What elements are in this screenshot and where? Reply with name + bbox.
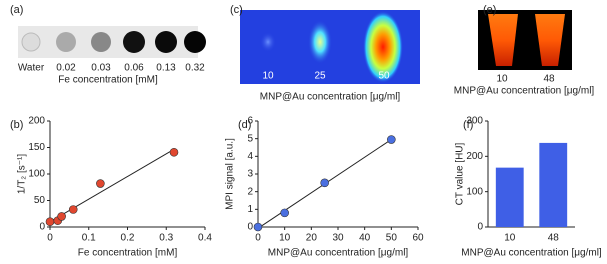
panel-letter: (c) — [230, 4, 243, 16]
x-axis-label: Fe concentration [mM] — [58, 75, 158, 86]
point — [68, 205, 78, 214]
y-tick-label: 50 — [34, 195, 46, 206]
x-tick-label: 0 — [255, 233, 261, 244]
ct-image — [478, 10, 572, 70]
y-tick-label: 0 — [39, 222, 45, 233]
point — [387, 135, 396, 144]
y-tick-label: 0 — [247, 222, 253, 233]
y-tick-label: 100 — [466, 186, 483, 197]
x-axis-label: MNP@Au concentration [μg/ml] — [260, 92, 401, 103]
image-label: 10 — [262, 71, 274, 82]
x-tick-label: 48 — [548, 233, 560, 244]
y-tick-label: 200 — [466, 151, 483, 162]
y-axis-label: 1/T₂ [s⁻¹] — [17, 154, 28, 194]
x-tick-label: 20 — [306, 233, 318, 244]
x-tick-label: 30 — [332, 233, 344, 244]
point — [57, 212, 66, 221]
y-tick-label: 3 — [247, 169, 253, 180]
point — [169, 147, 179, 157]
x-tick-label: 0 — [47, 233, 53, 244]
x-tick-label: 0.4 — [198, 233, 212, 244]
y-axis-label: CT value [HU] — [455, 142, 466, 205]
y-tick-label: 6 — [247, 116, 253, 127]
image-label: 0.13 — [156, 63, 176, 74]
panel-letter: (e) — [483, 4, 496, 16]
panel-letter: (f) — [463, 119, 473, 131]
x-tick-label: 0.1 — [82, 233, 96, 244]
y-tick-label: 200 — [28, 116, 45, 127]
y-tick-label: 4 — [247, 151, 253, 162]
x-axis-label: Fe concentration [mM] — [78, 248, 178, 259]
image-label: 0.02 — [56, 63, 76, 74]
tube-image — [18, 26, 206, 58]
y-tick-label: 0 — [477, 222, 483, 233]
y-tick-label: 150 — [28, 142, 45, 153]
y-tick-label: 5 — [247, 133, 253, 144]
y-tick-label: 100 — [28, 169, 45, 180]
mpi-image — [240, 10, 420, 84]
panel-letter: (a) — [10, 4, 23, 16]
y-axis-label: MPI signal [a.u.] — [225, 138, 236, 210]
x-tick-label: 10 — [504, 233, 516, 244]
point — [253, 222, 263, 232]
x-tick-label: 0.3 — [159, 233, 173, 244]
y-tick-label: 300 — [466, 116, 483, 127]
image-label: 25 — [314, 71, 326, 82]
x-tick-label: 10 — [279, 233, 291, 244]
point — [45, 217, 55, 226]
panel-letter: (d) — [238, 119, 251, 131]
image-label: 0.06 — [124, 63, 144, 74]
x-axis-label: MNP@Au concentration [μg/ml] — [268, 248, 409, 259]
y-tick-label: 1 — [247, 204, 253, 215]
x-tick-label: 0.2 — [121, 233, 135, 244]
bar — [495, 167, 524, 227]
image-label: Water — [18, 63, 45, 74]
x-tick-label: 60 — [412, 233, 424, 244]
y-tick-label: 2 — [247, 186, 253, 197]
image-label: 50 — [378, 71, 390, 82]
image-label: 48 — [543, 74, 555, 85]
x-axis-label: MNP@Au concentration [μg/ml] — [461, 248, 602, 259]
panel-letter: (b) — [10, 119, 23, 131]
image-label: 0.32 — [185, 63, 205, 74]
point — [320, 178, 329, 188]
trend-line — [49, 148, 175, 223]
x-axis-label: MNP@Au concentration [μg/ml] — [454, 86, 595, 97]
x-tick-label: 50 — [386, 233, 398, 244]
x-tick-label: 40 — [359, 233, 371, 244]
point — [96, 179, 105, 188]
point — [280, 208, 289, 218]
image-label: 0.03 — [91, 63, 111, 74]
bar — [539, 142, 568, 227]
image-label: 10 — [496, 74, 508, 85]
